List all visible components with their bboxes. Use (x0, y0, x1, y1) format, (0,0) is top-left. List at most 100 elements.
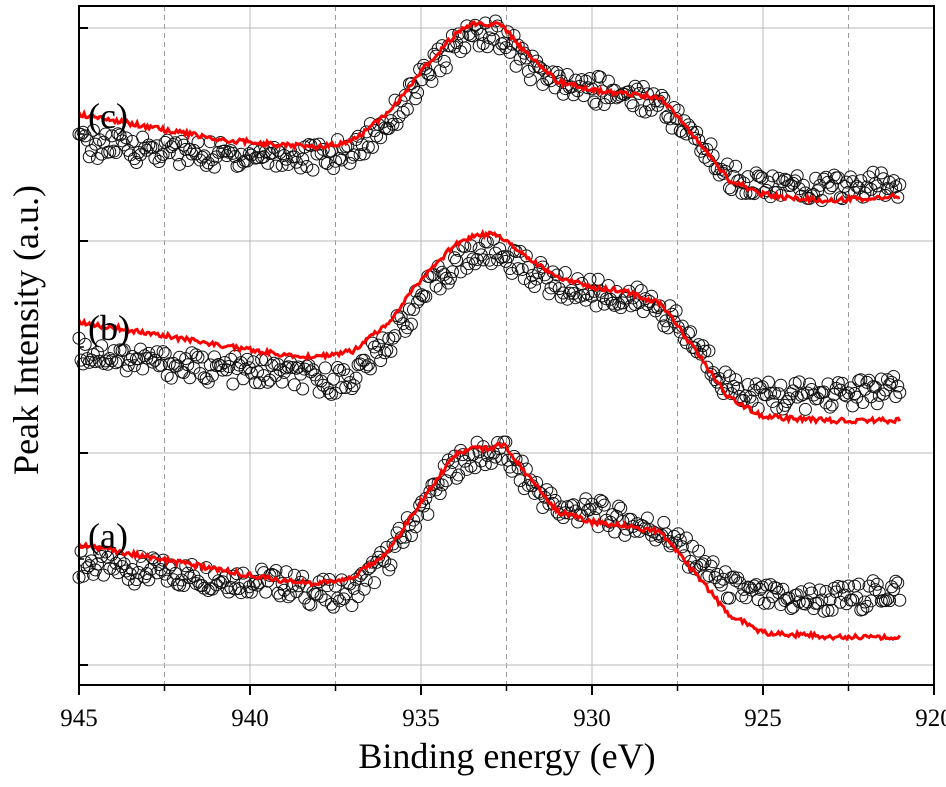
data-point (109, 356, 123, 370)
data-point (583, 71, 597, 85)
data-point (351, 129, 365, 143)
data-point (148, 151, 162, 165)
data-point (661, 109, 675, 123)
x-tick-label: 935 (402, 705, 440, 732)
data-point (852, 374, 866, 388)
data-point (207, 350, 221, 364)
data-point (433, 64, 447, 78)
data-point (587, 95, 601, 109)
data-point (698, 344, 712, 358)
data-point (162, 357, 176, 371)
data-point (878, 594, 892, 608)
data-point (729, 159, 743, 173)
data-point (850, 591, 864, 605)
data-point (774, 378, 788, 392)
y-axis-title: Peak Intensity (a.u.) (6, 185, 46, 475)
data-point (355, 138, 369, 152)
data-point (207, 160, 221, 174)
data-point (495, 452, 509, 466)
data-point (749, 578, 763, 592)
data-point (218, 356, 232, 370)
data-point (749, 377, 763, 391)
data-point (550, 268, 564, 282)
data-point (831, 376, 845, 390)
data-point (378, 346, 392, 360)
data-point (515, 262, 529, 276)
data-point (253, 376, 267, 390)
data-point (357, 147, 371, 161)
data-point (306, 163, 320, 177)
data-point (702, 344, 716, 358)
data-point (638, 105, 652, 119)
data-point (273, 363, 287, 377)
data-point (842, 579, 855, 593)
data-point (290, 585, 304, 599)
data-point (86, 123, 100, 137)
data-point (320, 579, 334, 593)
data-point (187, 143, 201, 157)
data-point (827, 168, 841, 182)
data-point (729, 373, 743, 387)
data-point (673, 533, 687, 547)
data-point (809, 171, 823, 185)
data-point (786, 384, 800, 398)
data-point (825, 603, 839, 617)
data-point (402, 302, 416, 316)
data-point (347, 379, 361, 393)
data-point (347, 148, 361, 162)
data-point (164, 371, 178, 385)
data-point (798, 402, 812, 416)
data-point (669, 112, 683, 126)
data-point (189, 348, 203, 362)
data-point (404, 317, 418, 331)
data-point (640, 87, 654, 101)
data-point (357, 353, 371, 367)
data-point (357, 582, 371, 596)
data-point (361, 140, 375, 154)
data-point (450, 253, 464, 267)
data-point (874, 166, 888, 180)
data-point (142, 138, 156, 152)
data-point (365, 140, 379, 154)
data-point (437, 268, 451, 282)
data-point (466, 447, 480, 461)
data-point (251, 151, 265, 165)
data-point (101, 357, 115, 371)
data-point (454, 45, 468, 59)
data-point (854, 373, 868, 387)
data-point (269, 159, 283, 173)
data-point (534, 486, 548, 500)
data-point (333, 363, 347, 377)
x-tick-label: 925 (744, 705, 782, 732)
data-point (439, 474, 453, 488)
data-point (817, 604, 831, 618)
data-point (614, 501, 628, 515)
data-point (544, 486, 558, 500)
data-point (191, 350, 205, 364)
data-point (509, 59, 523, 73)
data-point (175, 134, 189, 148)
data-point (589, 97, 603, 111)
data-point (716, 166, 730, 180)
data-point (521, 260, 535, 274)
data-point (275, 375, 289, 389)
data-point (511, 262, 525, 276)
data-point (567, 88, 581, 102)
data-point (825, 398, 839, 412)
data-point (831, 579, 845, 593)
data-point (365, 336, 379, 350)
data-point (411, 86, 425, 100)
data-point (95, 549, 109, 563)
data-point (805, 382, 819, 396)
data-point (593, 493, 607, 507)
data-point (523, 73, 537, 87)
fit-line (77, 440, 902, 642)
data-point (129, 155, 143, 169)
data-point (162, 146, 176, 160)
series-group (72, 435, 907, 642)
data-point (626, 99, 640, 113)
data-point (88, 355, 102, 369)
data-point (173, 157, 187, 171)
data-point (712, 575, 726, 589)
